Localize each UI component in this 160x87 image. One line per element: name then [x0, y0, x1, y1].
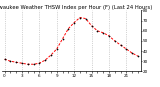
Title: Milwaukee Weather THSW Index per Hour (F) (Last 24 Hours): Milwaukee Weather THSW Index per Hour (F…	[0, 5, 152, 10]
